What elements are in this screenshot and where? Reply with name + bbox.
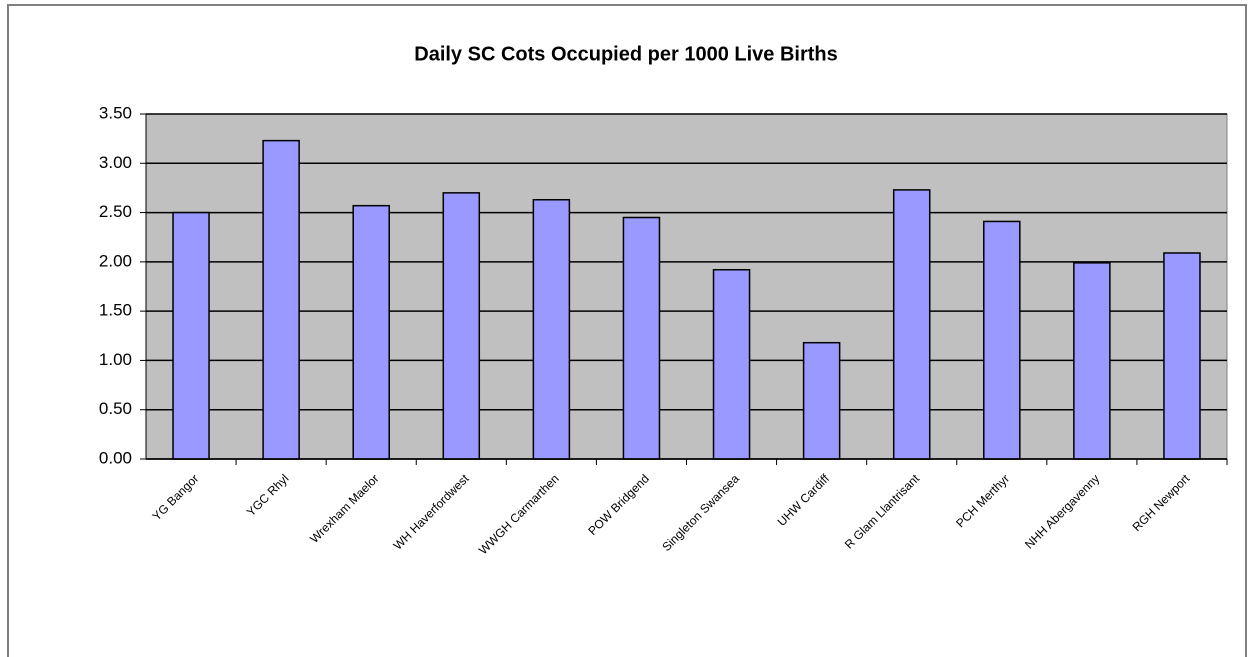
- y-tick-label: 3.00: [99, 153, 132, 172]
- y-tick-label: 0.00: [99, 448, 132, 467]
- bar: [262, 139, 300, 460]
- bar: [442, 192, 481, 460]
- y-tick-label: 0.50: [99, 399, 132, 418]
- bar: [532, 199, 571, 460]
- bar: [983, 220, 1021, 460]
- y-tick-label: 1.50: [99, 301, 132, 320]
- y-tick-label: 3.50: [99, 103, 132, 122]
- bar: [172, 211, 210, 460]
- y-tick-label: 2.50: [99, 202, 132, 221]
- bar: [1163, 252, 1201, 460]
- bar: [622, 216, 661, 460]
- bar: [1073, 262, 1111, 460]
- bar: [352, 204, 390, 460]
- bar: [802, 341, 841, 460]
- bar: [892, 189, 931, 460]
- bar: [712, 268, 751, 460]
- y-tick-label: 1.00: [99, 350, 132, 369]
- chart-title: Daily SC Cots Occupied per 1000 Live Bir…: [414, 43, 837, 65]
- y-tick-label: 2.00: [99, 251, 132, 270]
- plot-area: [145, 113, 1228, 460]
